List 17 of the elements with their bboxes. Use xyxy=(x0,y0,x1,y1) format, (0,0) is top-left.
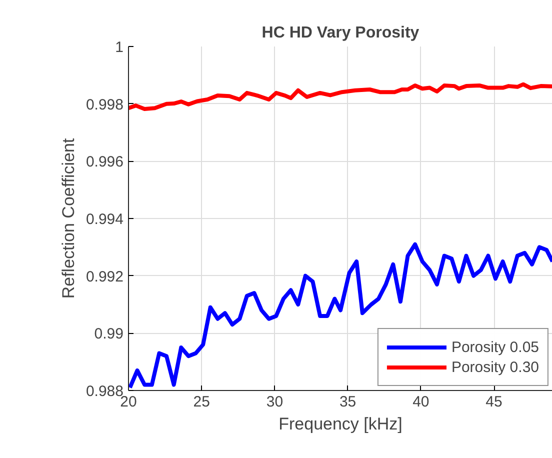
x-tick-label: 40 xyxy=(412,394,430,410)
y-axis-title: Reflection Coefficient xyxy=(58,138,78,299)
x-tick-label: 45 xyxy=(486,394,502,410)
x-tick-label: 25 xyxy=(193,394,210,410)
legend-label: Porosity 0.30 xyxy=(451,358,539,376)
y-tick-label: 0.994 xyxy=(86,211,124,228)
x-tick-label: 35 xyxy=(339,394,356,410)
x-axis-title: Frequency [kHz] xyxy=(278,414,402,434)
y-tick-label: 1 xyxy=(115,39,124,56)
y-tick-label: 0.992 xyxy=(86,268,124,286)
x-tick-label: 30 xyxy=(266,394,284,410)
y-tick-label: 0.996 xyxy=(86,154,124,171)
line-series xyxy=(128,82,552,111)
chart-title: HC HD Vary Porosity xyxy=(262,24,420,42)
y-tick-label: 0.99 xyxy=(94,326,124,343)
legend-label: Porosity 0.05 xyxy=(451,338,539,356)
y-tick-label: 0.998 xyxy=(86,96,124,114)
